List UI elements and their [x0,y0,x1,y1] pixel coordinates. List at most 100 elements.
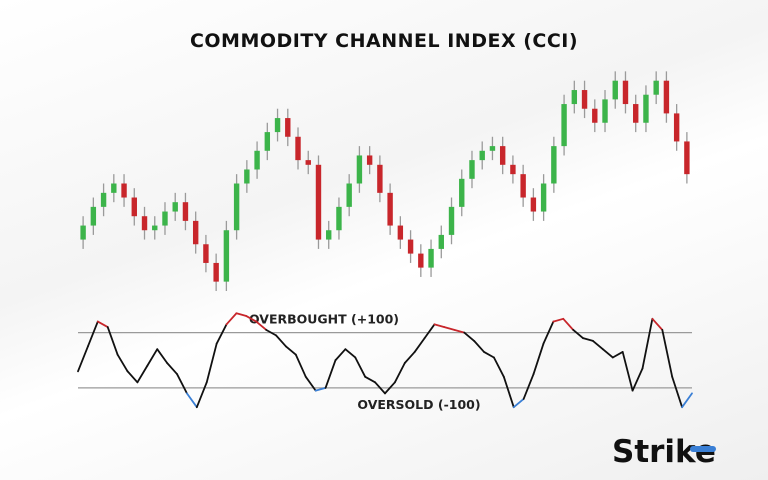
candle-body [326,230,332,240]
candle-body [663,80,670,114]
candle-body [510,164,516,175]
cci-segment [166,362,178,375]
candle-body [131,197,137,217]
cci-segment [572,328,584,340]
candle-body [612,80,618,100]
cci-segment [195,381,208,409]
candle-body [213,262,219,282]
cci-segment [225,312,238,326]
cci-segment [364,375,376,384]
candle-body [489,146,496,151]
cci-segment [671,375,683,409]
candle-body [336,206,342,231]
cci-segment [334,348,347,362]
cci-segment [136,364,149,384]
cci-segment [512,398,525,409]
cci-segment [473,340,485,353]
candle-body [254,150,260,170]
cci-segment [522,373,535,400]
candle-body [551,146,557,184]
candle-body [377,164,383,193]
candle-body [407,239,414,254]
cci-segment [156,348,169,364]
cci-segment [423,323,436,340]
cci-segment [433,323,446,328]
cci-segment [403,351,416,364]
cci-segment [611,351,624,359]
cci-segment [651,317,664,331]
cci-segment [304,375,317,392]
candle-body [469,160,475,179]
cci-segment [592,340,604,351]
candle-body [203,244,209,263]
cci-segment [661,328,674,378]
cci-segment [463,331,476,342]
candle-body [387,192,393,226]
candle-body [448,206,455,235]
cci-segment [87,320,99,348]
cci-segment [344,348,357,359]
level-label: OVERSOLD (-100) [357,397,480,412]
candle-body [80,225,86,240]
cci-segment [641,317,654,370]
candle-body [305,160,311,165]
cci-segment [205,342,218,384]
cci-segment [96,320,109,328]
candle-body [438,234,444,249]
candle-body [141,216,148,231]
candle-body [162,211,168,226]
cci-segment [176,373,188,395]
cci-segment [621,351,634,392]
candle-body [100,192,107,207]
candle-body [540,183,547,212]
cci-segment [601,348,614,359]
cci-segment [77,345,89,373]
cci-segment [483,351,495,359]
candle-body [111,183,117,193]
candle-body [192,220,199,245]
cci-segment [394,362,406,384]
candle-body [571,90,578,105]
candle-body [244,169,250,184]
candle-body [633,104,639,123]
candle-body [499,146,506,165]
chart-title: COMMODITY CHANNEL INDEX (CCI) [190,30,578,52]
candle-body [418,253,424,268]
candle-body [428,248,434,268]
candle-body [90,206,97,226]
cci-segment [146,348,159,367]
candle-body [172,202,178,212]
candle-body [622,80,629,105]
candle-body [366,155,373,165]
cci-segment [374,381,386,395]
candle-body [530,197,537,212]
candle-body [653,80,659,95]
candle-body [479,150,485,161]
cci-segment [384,381,396,395]
cci-segment [681,392,693,409]
candle-body [459,178,465,207]
cci-segment [116,353,129,373]
level-label: OVERBOUGHT (+100) [249,312,399,327]
candle-body [581,90,588,109]
candle-body [295,136,301,161]
cci-segment [532,342,545,375]
candle-body [285,118,291,137]
candle-body [315,164,322,240]
candle-body [684,141,690,175]
candle-body [561,104,567,147]
candle-body [264,132,271,151]
cci-segment [453,328,466,334]
cci-segment [275,334,287,348]
cci-segment [294,353,307,378]
cci-segment [235,312,248,317]
cci-segment [502,375,515,409]
candle-body [233,183,240,231]
candle-body [182,202,189,221]
cci-segment [106,326,119,356]
cci-segment [186,392,198,409]
cci-segment [552,317,565,323]
cci-segment [582,337,594,342]
cci-segment [126,370,139,384]
